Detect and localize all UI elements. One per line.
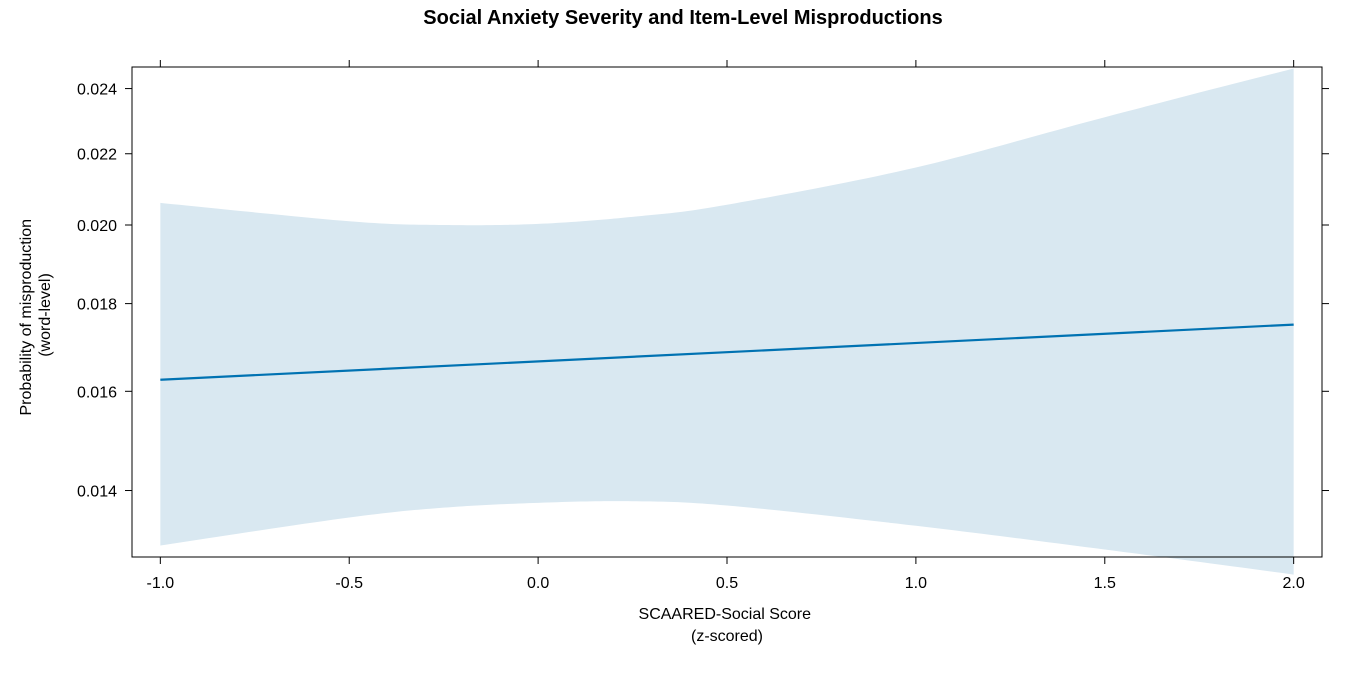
y-axis-label: Probability of misproduction (word-level… — [18, 215, 54, 416]
y-tick-label: 0.018 — [77, 297, 117, 314]
y-tick-label: 0.020 — [77, 218, 117, 235]
x-axis-label-line-2: (z-scored) — [691, 628, 763, 645]
x-tick-label: -0.5 — [335, 575, 363, 592]
x-axis-ticks: -1.0 -0.5 0.0 0.5 1.0 1.5 2.0 — [147, 60, 1305, 592]
x-axis-label: SCAARED-Social Score (z-scored) — [639, 606, 816, 645]
x-tick-label: 0.0 — [527, 575, 549, 592]
y-tick-label: 0.016 — [77, 384, 117, 401]
y-tick-label: 0.014 — [77, 484, 117, 501]
x-tick-label: -1.0 — [147, 575, 175, 592]
y-axis-label-line-2: (word-level) — [37, 273, 54, 357]
x-tick-label: 0.5 — [716, 575, 738, 592]
x-tick-label: 2.0 — [1283, 575, 1305, 592]
confidence-band-layer — [160, 68, 1294, 575]
chart-title: Social Anxiety Severity and Item-Level M… — [423, 7, 942, 29]
y-axis-label-line-1: Probability of misproduction — [18, 219, 35, 416]
y-tick-label: 0.022 — [77, 147, 117, 164]
x-axis-label-line-1: SCAARED-Social Score — [639, 606, 812, 623]
x-tick-label: 1.5 — [1094, 575, 1116, 592]
confidence-band — [160, 68, 1294, 575]
effect-line — [160, 323, 1294, 381]
y-tick-label: 0.024 — [77, 82, 117, 99]
y-axis-ticks: 0.014 0.016 0.018 0.020 0.022 0.024 — [77, 82, 1329, 501]
effect-line-layer — [160, 323, 1294, 381]
x-tick-label: 1.0 — [905, 575, 927, 592]
